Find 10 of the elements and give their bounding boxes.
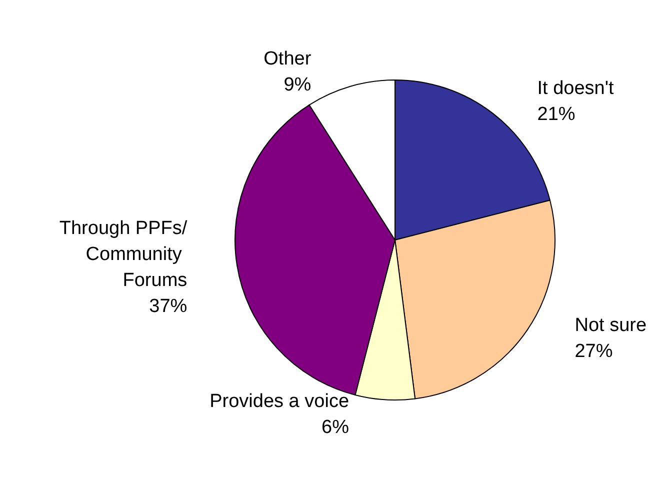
data-label: 37% — [149, 296, 188, 317]
data-label: 6% — [322, 417, 350, 438]
data-label: 21% — [537, 104, 576, 126]
slice-label: Other — [264, 48, 312, 70]
data-label: 27% — [574, 340, 613, 362]
slice-label: Provides a voice — [210, 391, 350, 412]
slice-label: It doesn't — [537, 78, 614, 100]
slice-label: Not sure — [574, 314, 647, 336]
data-label: 9% — [284, 74, 312, 96]
slice-label: Through PPFs/Community Forums — [59, 218, 188, 291]
